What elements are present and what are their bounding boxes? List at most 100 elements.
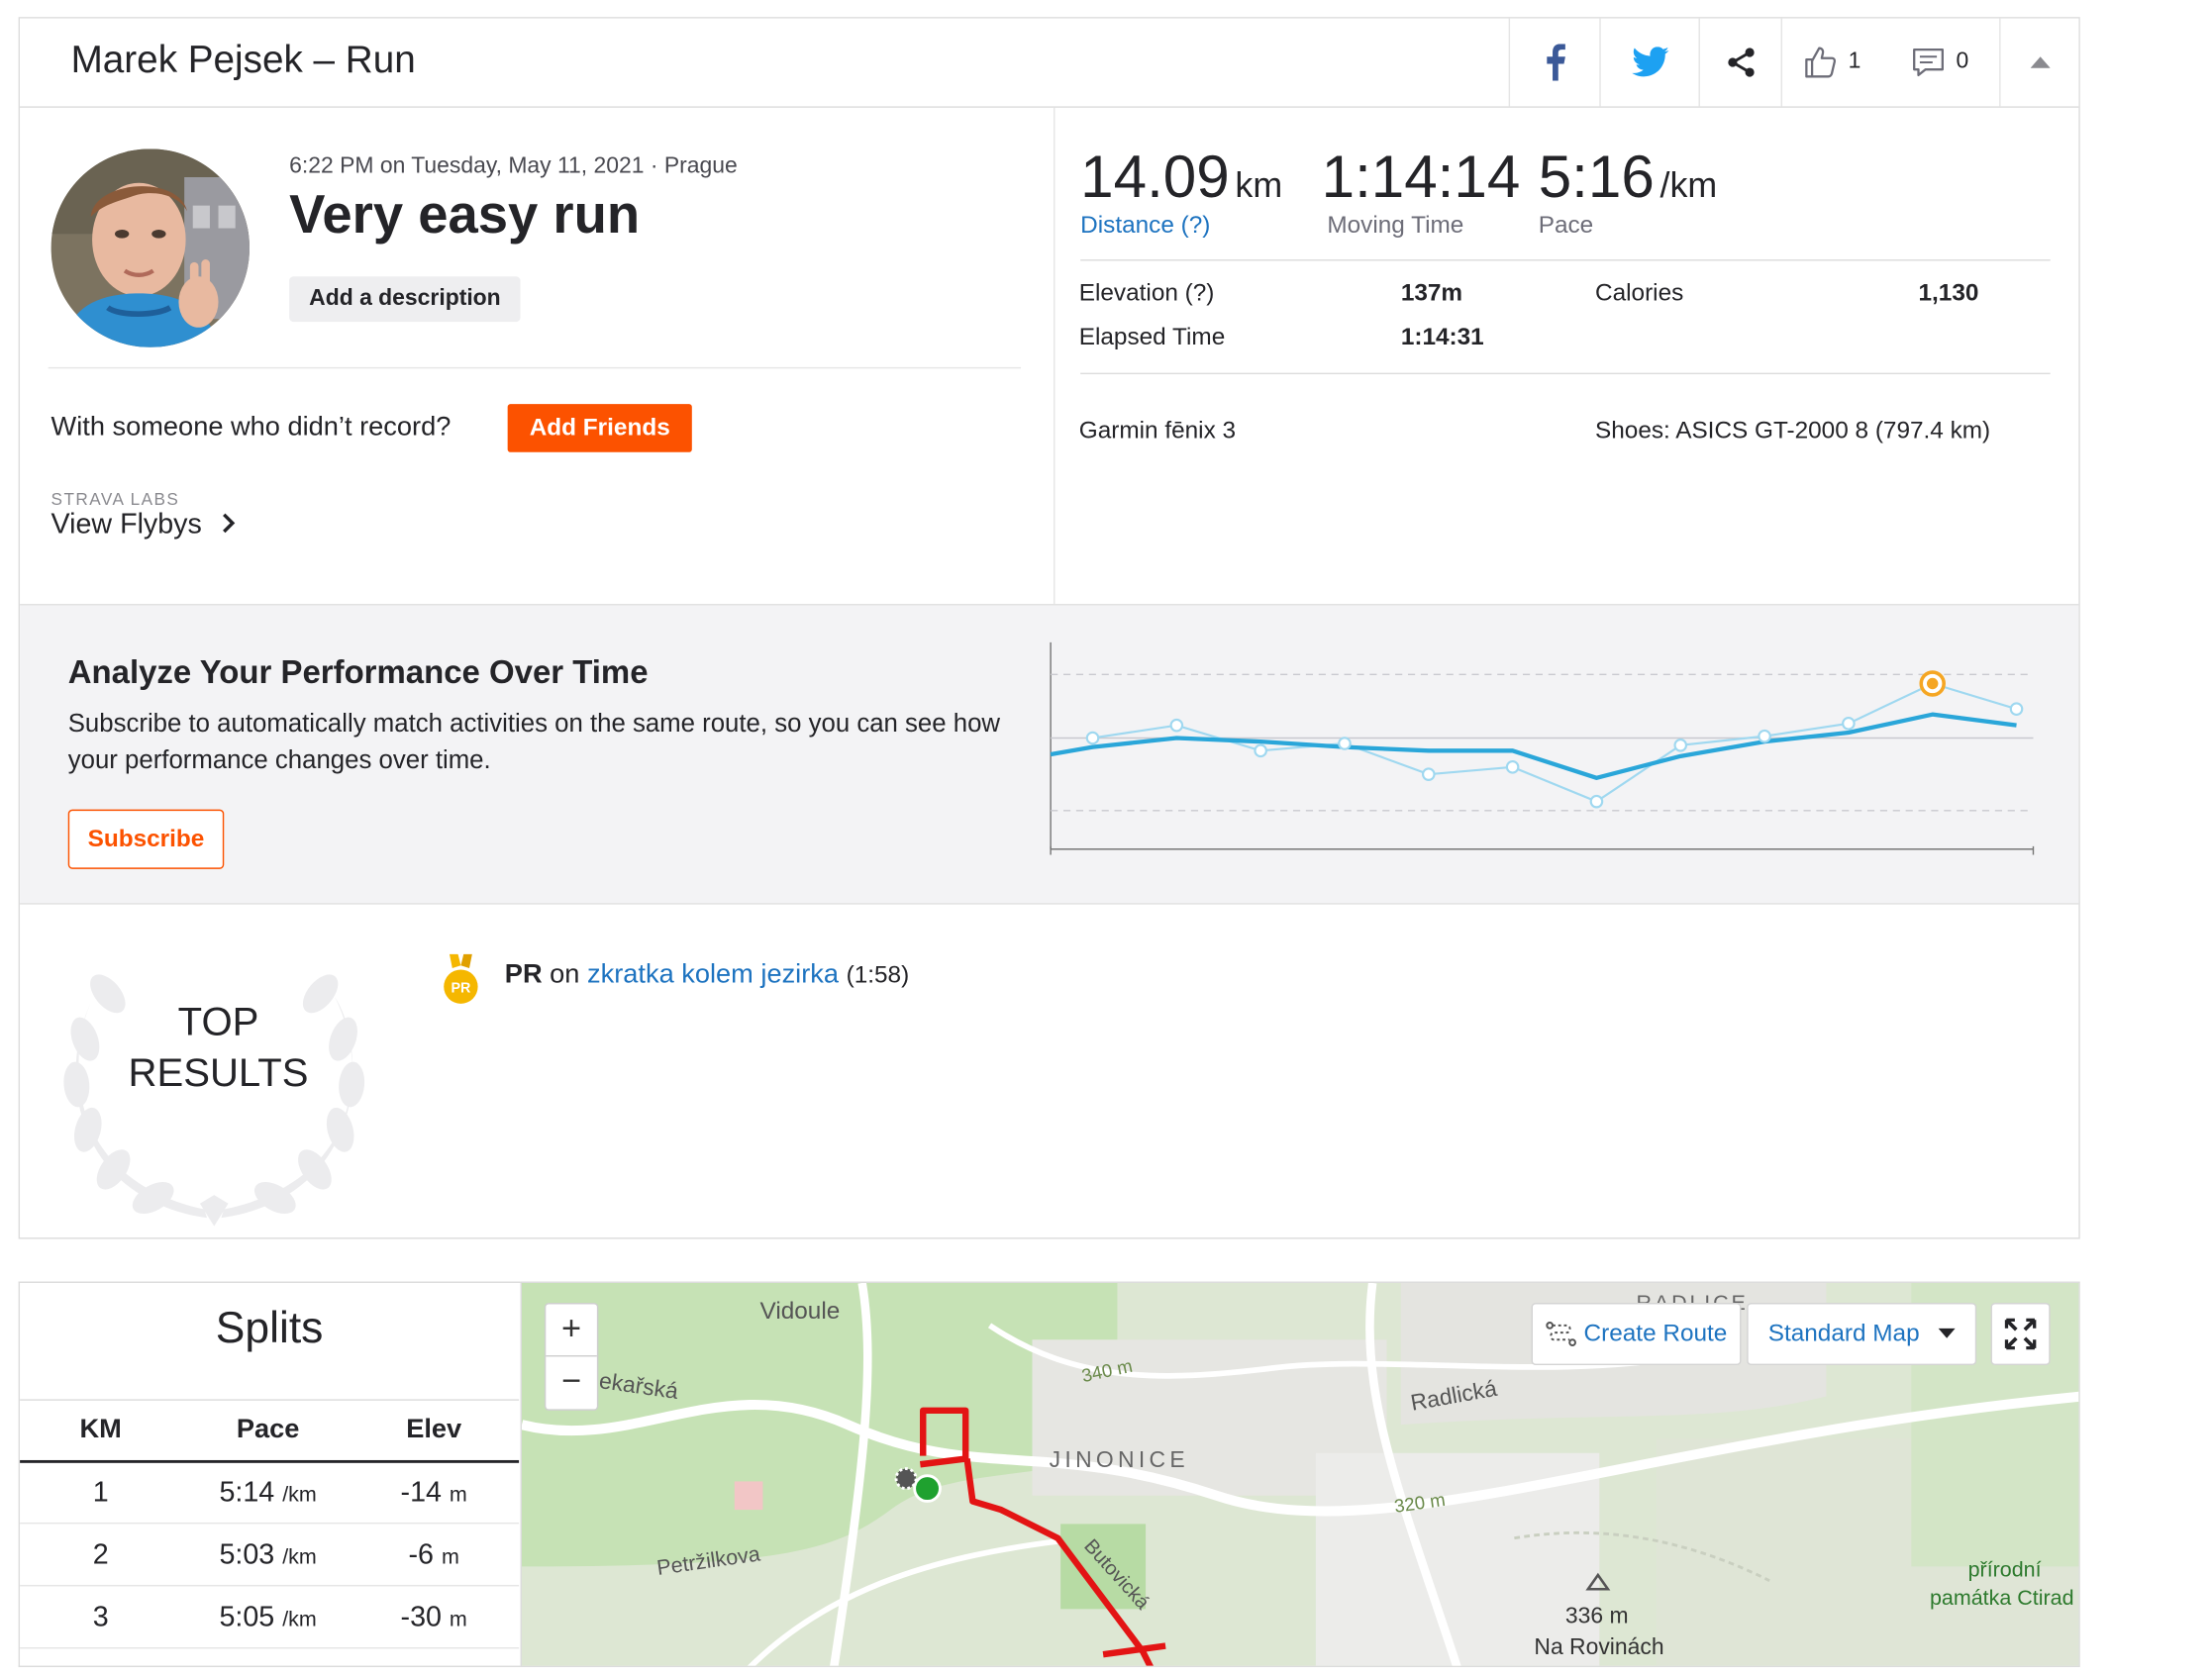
elevation-value: 137m — [1400, 279, 1463, 307]
top-results-wreath-icon — [63, 974, 365, 1227]
splits-header: KM Pace Elev — [20, 1399, 520, 1463]
zoom-out-button[interactable]: − — [561, 1362, 582, 1401]
split-km: 3 — [92, 1602, 109, 1633]
split-elev-value: -14 — [400, 1477, 442, 1509]
distance-value: 14.09 km — [1080, 144, 1282, 212]
chart-effort-point — [1758, 729, 1771, 743]
split-km: 2 — [92, 1539, 109, 1571]
facebook-icon — [1547, 44, 1565, 81]
pace-label: Pace — [1538, 211, 1594, 239]
kudos-count: 1 — [1848, 49, 1861, 74]
stats-divider — [1080, 259, 2051, 261]
add-description-button[interactable]: Add a description — [289, 276, 521, 323]
map-type-select[interactable]: Standard Map — [1747, 1303, 1977, 1366]
pace-value: 5:16/km — [1539, 144, 1717, 212]
split-elev-unit: m — [441, 1544, 459, 1570]
view-flybys-link[interactable]: View Flybys — [51, 509, 236, 542]
shoes-info: Shoes: ASICS GT-2000 8 (797.4 km) — [1595, 417, 1991, 444]
add-friends-button[interactable]: Add Friends — [507, 404, 692, 452]
pr-on-text: on — [550, 959, 580, 990]
top-results-title: TOP RESULTS — [76, 997, 359, 1099]
chart-effort-point — [1842, 717, 1856, 731]
activity-name[interactable]: Very easy run — [289, 185, 641, 246]
elevation-label[interactable]: Elevation (?) — [1078, 279, 1215, 307]
distance-unit: km — [1235, 165, 1283, 206]
activity-card: Marek Pejsek – Run 1 0 — [18, 17, 2080, 1239]
split-pace-value: 5:14 — [219, 1477, 275, 1509]
chart-effort-point — [1254, 743, 1267, 758]
split-elev-value: -30 — [400, 1602, 442, 1633]
splits-title: Splits — [215, 1303, 324, 1353]
split-pace: 5:05 /km — [190, 1602, 347, 1634]
pr-achievement: PR on zkratka kolem jezirka (1:58) — [505, 959, 909, 991]
zoom-in-button[interactable]: + — [546, 1304, 597, 1357]
distance-number: 14.09 — [1080, 143, 1230, 210]
chart-effort-point — [1589, 794, 1604, 809]
calories-label: Calories — [1595, 279, 1684, 307]
split-elev-value: -6 — [408, 1539, 434, 1571]
collapse-button[interactable] — [1999, 18, 2080, 107]
device-name: Garmin fēnix 3 — [1078, 417, 1237, 444]
chart-effort-point — [1421, 767, 1436, 781]
segment-link[interactable]: zkratka kolem jezirka — [587, 959, 840, 990]
strava-labs-label: STRAVA LABS — [50, 489, 180, 510]
avatar-image — [50, 148, 251, 347]
splits-col-pace: Pace — [236, 1415, 300, 1445]
route-icon — [1546, 1322, 1576, 1346]
map-label-reserve-1: přírodní — [1968, 1557, 2042, 1581]
chart-effort-point — [1085, 731, 1100, 745]
caret-down-icon — [1938, 1328, 1956, 1338]
split-pace: 5:03 /km — [190, 1539, 347, 1572]
subscribe-button[interactable]: Subscribe — [67, 809, 225, 869]
athlete-avatar[interactable] — [50, 148, 251, 347]
top-results-line2: RESULTS — [128, 1050, 309, 1095]
elapsed-time-value: 1:14:31 — [1400, 323, 1484, 350]
chart-trend-line — [1050, 712, 2017, 780]
split-pace-unit: /km — [282, 1544, 317, 1570]
split-km: 1 — [92, 1477, 109, 1509]
comment-icon — [1912, 48, 1944, 77]
moving-time-label: Moving Time — [1327, 211, 1464, 239]
chart-effort-point — [1673, 739, 1688, 752]
zoom-control: + − — [544, 1303, 599, 1411]
fullscreen-icon — [2004, 1318, 2037, 1350]
activity-date-location: 6:22 PM on Tuesday, May 11, 2021 · Pragu… — [289, 154, 738, 179]
map-type-label: Standard Map — [1767, 1320, 1920, 1347]
create-route-button[interactable]: Create Route — [1531, 1303, 1742, 1366]
share-button[interactable] — [1698, 18, 1782, 107]
splits-panel: Splits KM Pace Elev 1 5:14 /km -14 m 2 5… — [18, 1281, 521, 1668]
pr-label: PR — [504, 959, 543, 990]
fullscreen-button[interactable] — [1990, 1303, 2051, 1366]
performance-chart[interactable] — [1034, 641, 2041, 855]
kudos-button[interactable]: 1 — [1780, 18, 1882, 107]
vertical-divider — [1053, 107, 1056, 605]
table-row: 1 5:14 /km -14 m — [20, 1461, 520, 1525]
chart-effort-point — [1505, 760, 1520, 774]
split-elev: -6 m — [377, 1539, 491, 1572]
twitter-share-button[interactable] — [1599, 18, 1700, 107]
analyze-performance-panel: Analyze Your Performance Over Time Subsc… — [20, 604, 2079, 905]
split-pace-unit: /km — [282, 1607, 317, 1632]
map-label-reserve-2: památka Ctirad — [1930, 1586, 2074, 1610]
analyze-text: Subscribe to automatically match activit… — [67, 709, 1001, 774]
chart-effort-point — [1169, 718, 1184, 733]
chevron-right-icon — [222, 513, 236, 534]
pace-unit: /km — [1659, 165, 1718, 206]
splits-col-elev: Elev — [406, 1415, 462, 1445]
distance-label[interactable]: Distance (?) — [1080, 211, 1211, 239]
activity-title: Marek Pejsek – Run — [70, 38, 416, 81]
analyze-heading: Analyze Your Performance Over Time — [67, 653, 649, 691]
top-results-line1: TOP — [177, 999, 259, 1043]
map-label-vidoule: Vidoule — [760, 1298, 841, 1325]
facebook-share-button[interactable] — [1508, 18, 1601, 107]
map-label-peak-name: Na Rovinách — [1534, 1633, 1663, 1659]
comments-button[interactable]: 0 — [1880, 19, 1999, 107]
chevron-up-icon — [2030, 56, 2051, 68]
pr-medal-icon: PR — [444, 953, 478, 1004]
activity-header: Marek Pejsek – Run 1 0 — [20, 18, 2080, 108]
split-elev: -30 m — [377, 1602, 491, 1634]
map-label-jinonice: JINONICE — [1050, 1446, 1189, 1472]
map-label-peak-elevation: 336 m — [1565, 1603, 1629, 1628]
splits-col-km: KM — [79, 1415, 122, 1445]
route-map[interactable]: Vidoule RADLICE ekařská 340 m Radlická J… — [520, 1281, 2080, 1668]
